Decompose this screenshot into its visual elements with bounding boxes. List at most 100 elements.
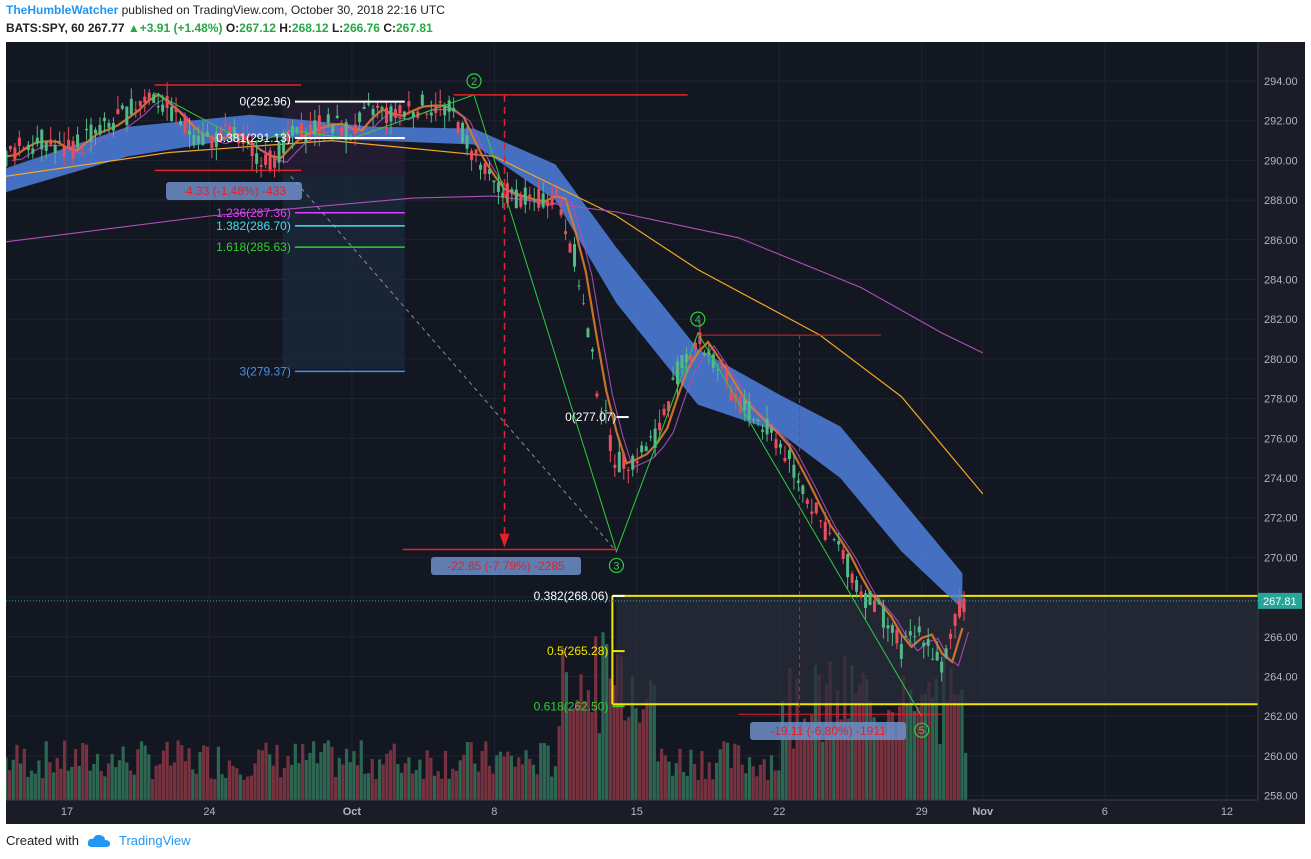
candle-body [407, 100, 411, 107]
volume-bar [117, 760, 122, 800]
fib-level-label: 1.618(285.63) [216, 240, 291, 254]
candle-body [859, 591, 863, 597]
volume-bar [128, 770, 133, 800]
price-axis[interactable]: 294.00 292.00 290.00 288.00 286.00 284.00 282.… [6, 42, 1302, 803]
volume-bar [769, 755, 774, 800]
volume-bar [268, 754, 272, 800]
volume-bar [638, 722, 642, 800]
candle-body [71, 141, 75, 159]
volume-bar [290, 764, 294, 800]
volume-bar [744, 773, 748, 800]
volume-bar [656, 761, 660, 800]
candle-body [496, 182, 500, 192]
candle-body [304, 139, 308, 143]
ribbon-band [6, 114, 963, 609]
candle-body [402, 111, 406, 118]
volume-bar [249, 775, 253, 800]
candle-body [143, 96, 147, 103]
volume-bar [671, 775, 675, 800]
candle-body [796, 480, 800, 484]
volume-bar [154, 765, 158, 800]
candle-body [640, 445, 644, 453]
volume-bar [399, 772, 404, 800]
volume-bar [235, 768, 239, 800]
candle-body [452, 108, 456, 112]
candle-body [22, 147, 26, 150]
volume-bar [103, 776, 107, 800]
volume-bar [73, 749, 78, 800]
volume-bar [224, 777, 228, 800]
volume-bar [15, 744, 19, 800]
volume-bar [279, 777, 283, 800]
candle-body [201, 133, 205, 145]
volume-bar [832, 730, 836, 800]
candle-body [541, 193, 545, 208]
candle-body [353, 124, 357, 135]
volume-bar [414, 769, 418, 800]
candle-body [192, 134, 196, 145]
volume-bar [55, 757, 59, 800]
candle-body [268, 150, 272, 171]
volume-bar [689, 749, 693, 800]
candle-body [564, 231, 568, 235]
candle-body [434, 105, 438, 113]
candle-body [613, 464, 617, 468]
volume-bar [202, 745, 206, 800]
author-link[interactable]: TheHumbleWatcher [6, 3, 119, 17]
volume-bar [377, 759, 382, 800]
volume-bar [381, 764, 385, 800]
candle-body [510, 189, 514, 192]
arrow-down-icon [499, 533, 510, 548]
volume-bar [824, 684, 829, 800]
volume-bar [539, 743, 543, 800]
volume-bar [396, 764, 400, 800]
volume-bar [51, 772, 56, 800]
fib-level-label: 1.382(286.70) [216, 219, 291, 233]
price-tick-label: 294.00 [1264, 76, 1298, 88]
volume-bar [590, 712, 594, 800]
candle-body [913, 636, 917, 638]
candle-body [850, 573, 854, 583]
volume-bar [583, 701, 587, 800]
volume-bar [912, 711, 916, 800]
volume-bar [553, 766, 557, 800]
price-chart[interactable]: 0(292.96) 0.381(291.13) 1.236(287.36)1.382… [6, 42, 1305, 824]
volume-bar [678, 748, 682, 800]
volume-bar [176, 740, 180, 800]
ma-200-line [6, 195, 984, 354]
candle-body [752, 419, 756, 421]
time-axis[interactable]: 17 24 Oct 8 15 22 29 Nov 6 12 [6, 799, 1258, 818]
volume-bar [22, 748, 26, 800]
time-tick-label: Nov [972, 806, 994, 818]
candle-body [819, 520, 823, 522]
drawing-zones [282, 102, 1258, 706]
candle-body [183, 117, 187, 133]
candle-body [317, 115, 321, 137]
candle-body [308, 124, 312, 133]
volume-bar [125, 762, 129, 800]
volume-bar [762, 759, 766, 800]
volume-bar [879, 725, 884, 800]
candle-body [138, 101, 142, 107]
candle-body [653, 428, 657, 448]
volume-bar [440, 778, 444, 800]
candle-body [76, 134, 80, 147]
candle-body [6, 150, 8, 167]
price-tick-label: 290.00 [1264, 155, 1298, 167]
volume-bar [502, 756, 506, 800]
volume-bar [297, 763, 301, 800]
symbol-name: BATS:SPY, 60 [6, 21, 85, 35]
candle-body [586, 328, 590, 338]
volume-bar [81, 742, 85, 800]
candle-body [367, 103, 371, 105]
candle-body [286, 131, 290, 141]
candle-body [425, 113, 429, 115]
tradingview-link[interactable]: TradingView [118, 833, 191, 848]
volume-bar [755, 776, 759, 800]
candle-body [483, 163, 487, 174]
volume-bar [359, 740, 363, 800]
volume-bar [517, 757, 521, 800]
candle-body [102, 117, 106, 122]
volume-bar [348, 762, 352, 800]
candle-body [573, 244, 577, 267]
